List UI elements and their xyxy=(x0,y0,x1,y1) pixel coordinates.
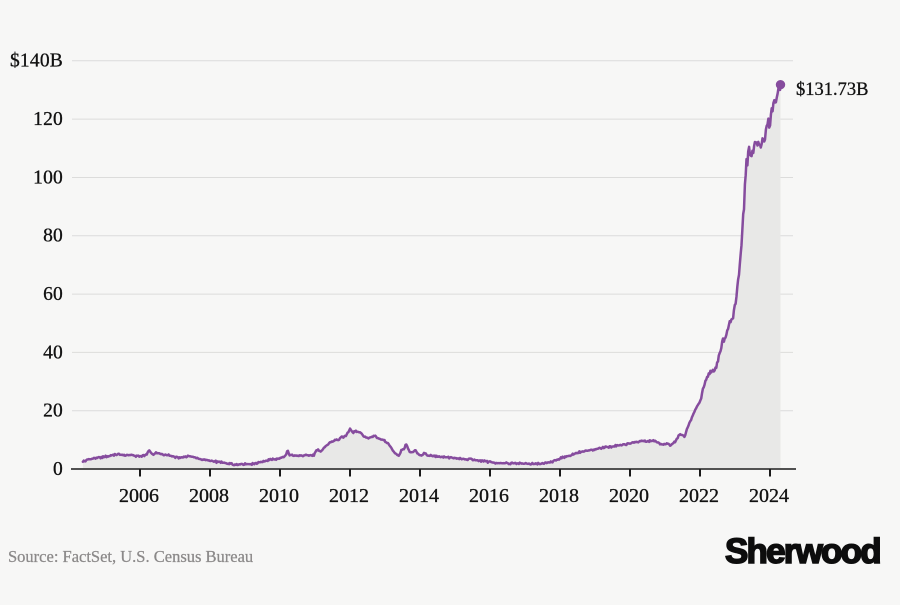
svg-text:2016: 2016 xyxy=(469,485,509,507)
svg-text:40: 40 xyxy=(43,342,63,363)
svg-text:$131.73B: $131.73B xyxy=(796,80,868,100)
svg-text:2014: 2014 xyxy=(399,485,439,507)
svg-text:80: 80 xyxy=(43,226,63,247)
svg-text:$140B: $140B xyxy=(10,51,63,72)
svg-text:0: 0 xyxy=(53,459,63,480)
svg-text:2018: 2018 xyxy=(539,485,579,507)
svg-text:2022: 2022 xyxy=(679,485,719,507)
svg-text:2006: 2006 xyxy=(119,485,159,507)
svg-text:60: 60 xyxy=(43,284,63,305)
svg-text:2024: 2024 xyxy=(749,485,789,507)
svg-text:Source: FactSet, U.S. Census B: Source: FactSet, U.S. Census Bureau xyxy=(8,547,253,566)
svg-text:120: 120 xyxy=(33,109,63,130)
svg-text:2012: 2012 xyxy=(329,485,369,507)
svg-text:20: 20 xyxy=(43,401,63,422)
svg-text:2010: 2010 xyxy=(259,485,299,507)
svg-text:Sherwood: Sherwood xyxy=(725,532,880,571)
svg-text:2008: 2008 xyxy=(189,485,229,507)
svg-text:100: 100 xyxy=(33,167,63,188)
svg-text:2020: 2020 xyxy=(609,485,649,507)
